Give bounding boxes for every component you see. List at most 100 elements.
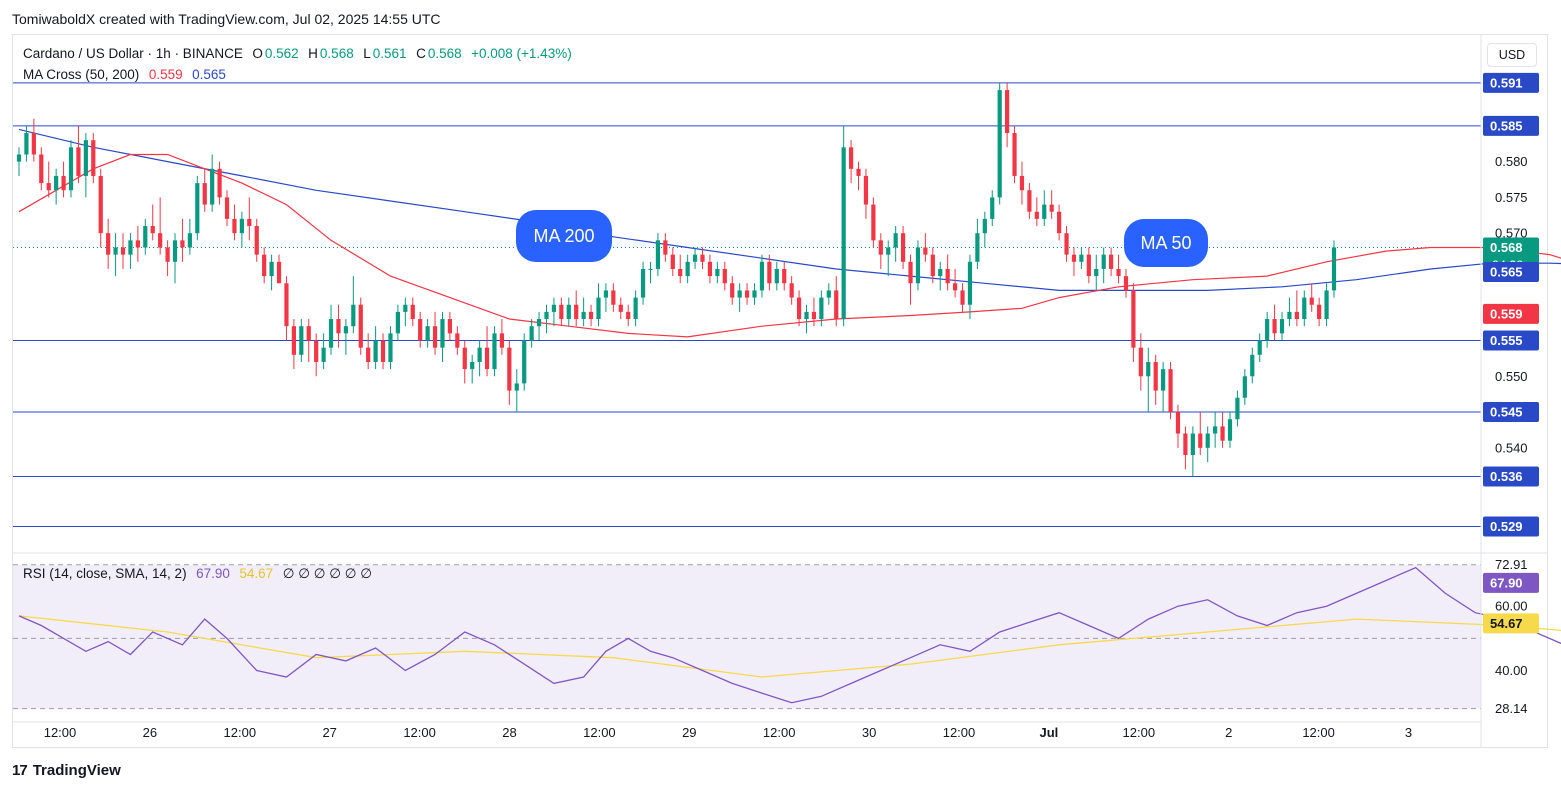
- candle-144: [1086, 247, 1091, 284]
- candle-body-90: [685, 261, 690, 277]
- rsi-tick-0: 40.00: [1495, 663, 1528, 678]
- candle-body-17: [143, 226, 148, 248]
- open-value: 0.562: [264, 46, 299, 61]
- candle-body-111: [841, 147, 846, 320]
- candle-body-176: [1324, 290, 1329, 320]
- candle-body-164: [1235, 397, 1240, 420]
- candle-34: [269, 254, 274, 291]
- candle-body-130: [982, 218, 987, 234]
- candle-21: [172, 233, 178, 284]
- candle-body-120: [908, 261, 913, 284]
- candle-17: [143, 218, 148, 255]
- currency-button[interactable]: USD: [1487, 43, 1537, 67]
- candle-body-97: [737, 290, 742, 298]
- candle-body-129: [975, 233, 980, 262]
- rsi-lower-label: 28.14: [1495, 701, 1528, 716]
- candle-9: [83, 133, 88, 198]
- ma50-value: 0.559: [148, 67, 183, 82]
- candle-75: [574, 290, 579, 327]
- rsi-label: RSI (14, close, SMA, 14, 2): [23, 566, 187, 581]
- candle-body-166: [1250, 354, 1255, 377]
- chart-frame[interactable]: [12, 34, 1548, 748]
- candle-50: [388, 326, 393, 370]
- candle-body-74: [566, 304, 571, 320]
- level-tag-2: 0.555: [1483, 330, 1539, 351]
- candle-body-70: [536, 319, 542, 327]
- ma50-tag-text: 0.559: [1490, 306, 1523, 321]
- candle-72: [551, 297, 557, 327]
- candle-body-119: [900, 233, 906, 262]
- candle-body-67: [514, 383, 519, 391]
- candle-91: [692, 247, 698, 269]
- candle-124: [938, 261, 943, 291]
- candle-body-30: [239, 218, 244, 234]
- candle-body-79: [603, 290, 609, 298]
- candle-body-10: [91, 140, 96, 176]
- candle-19: [158, 197, 163, 255]
- time-tick-1: 26: [143, 725, 157, 740]
- rsi-tick-1: 60.00: [1495, 599, 1528, 614]
- candle-body-162: [1220, 426, 1225, 441]
- candle-body-64: [492, 333, 497, 370]
- time-tick-4: 12:00: [403, 725, 436, 740]
- ma200-line: [18, 128, 1561, 291]
- candle-body-159: [1198, 433, 1203, 448]
- candle-body-76: [581, 311, 586, 320]
- candle-body-1: [24, 133, 29, 155]
- candle-131: [990, 190, 995, 227]
- candle-body-109: [826, 290, 831, 298]
- candle-94: [715, 261, 720, 284]
- candle-body-155: [1168, 369, 1173, 413]
- candle-81: [618, 297, 623, 320]
- level-tag-2-text: 0.555: [1490, 333, 1523, 348]
- candle-body-53: [410, 304, 415, 320]
- candle-82: [626, 304, 631, 327]
- candle-148: [1116, 254, 1121, 284]
- candle-76: [581, 297, 586, 327]
- candle-body-75: [574, 304, 579, 320]
- candle-body-69: [529, 326, 534, 341]
- candle-49: [380, 333, 386, 370]
- candle-13: [113, 233, 118, 277]
- candle-161: [1213, 412, 1218, 448]
- candle-body-128: [967, 261, 973, 305]
- candle-92: [700, 247, 705, 269]
- rsi-tag-text: 67.90: [1490, 575, 1523, 590]
- candle-71: [544, 304, 549, 334]
- level-tag-4-bg: [1483, 466, 1539, 487]
- candle-body-157: [1183, 433, 1188, 455]
- candle-152: [1146, 347, 1151, 413]
- time-tick-7: 29: [682, 725, 696, 740]
- candle-84: [640, 261, 646, 305]
- candle-1: [24, 125, 29, 162]
- candle-110: [834, 276, 839, 327]
- candle-2: [31, 118, 36, 162]
- candle-body-121: [915, 247, 921, 284]
- candle-body-65: [499, 333, 505, 348]
- candle-137: [1034, 197, 1039, 227]
- candle-139: [1049, 190, 1054, 219]
- candle-35: [276, 254, 282, 284]
- candle-body-49: [380, 340, 386, 362]
- candle-103: [782, 261, 787, 291]
- candle-body-173: [1302, 297, 1307, 320]
- candle-body-126: [953, 283, 958, 291]
- candle-body-156: [1175, 412, 1181, 434]
- candle-14: [120, 233, 126, 269]
- candle-159: [1198, 412, 1203, 455]
- candle-body-6: [61, 175, 66, 191]
- candle-body-23: [187, 233, 192, 248]
- candle-body-108: [819, 297, 824, 320]
- candle-172: [1294, 290, 1299, 327]
- candle-112: [848, 140, 854, 184]
- candle-body-72: [551, 304, 557, 312]
- candle-39: [306, 319, 311, 362]
- candle-29: [232, 204, 237, 241]
- candle-63: [484, 326, 490, 377]
- candle-body-14: [120, 247, 126, 255]
- candle-40: [314, 333, 319, 377]
- rsi-sma-tag-bg: [1483, 613, 1539, 634]
- candle-body-168: [1265, 319, 1270, 341]
- symbol-name: Cardano / US Dollar · 1h · BINANCE: [23, 46, 243, 61]
